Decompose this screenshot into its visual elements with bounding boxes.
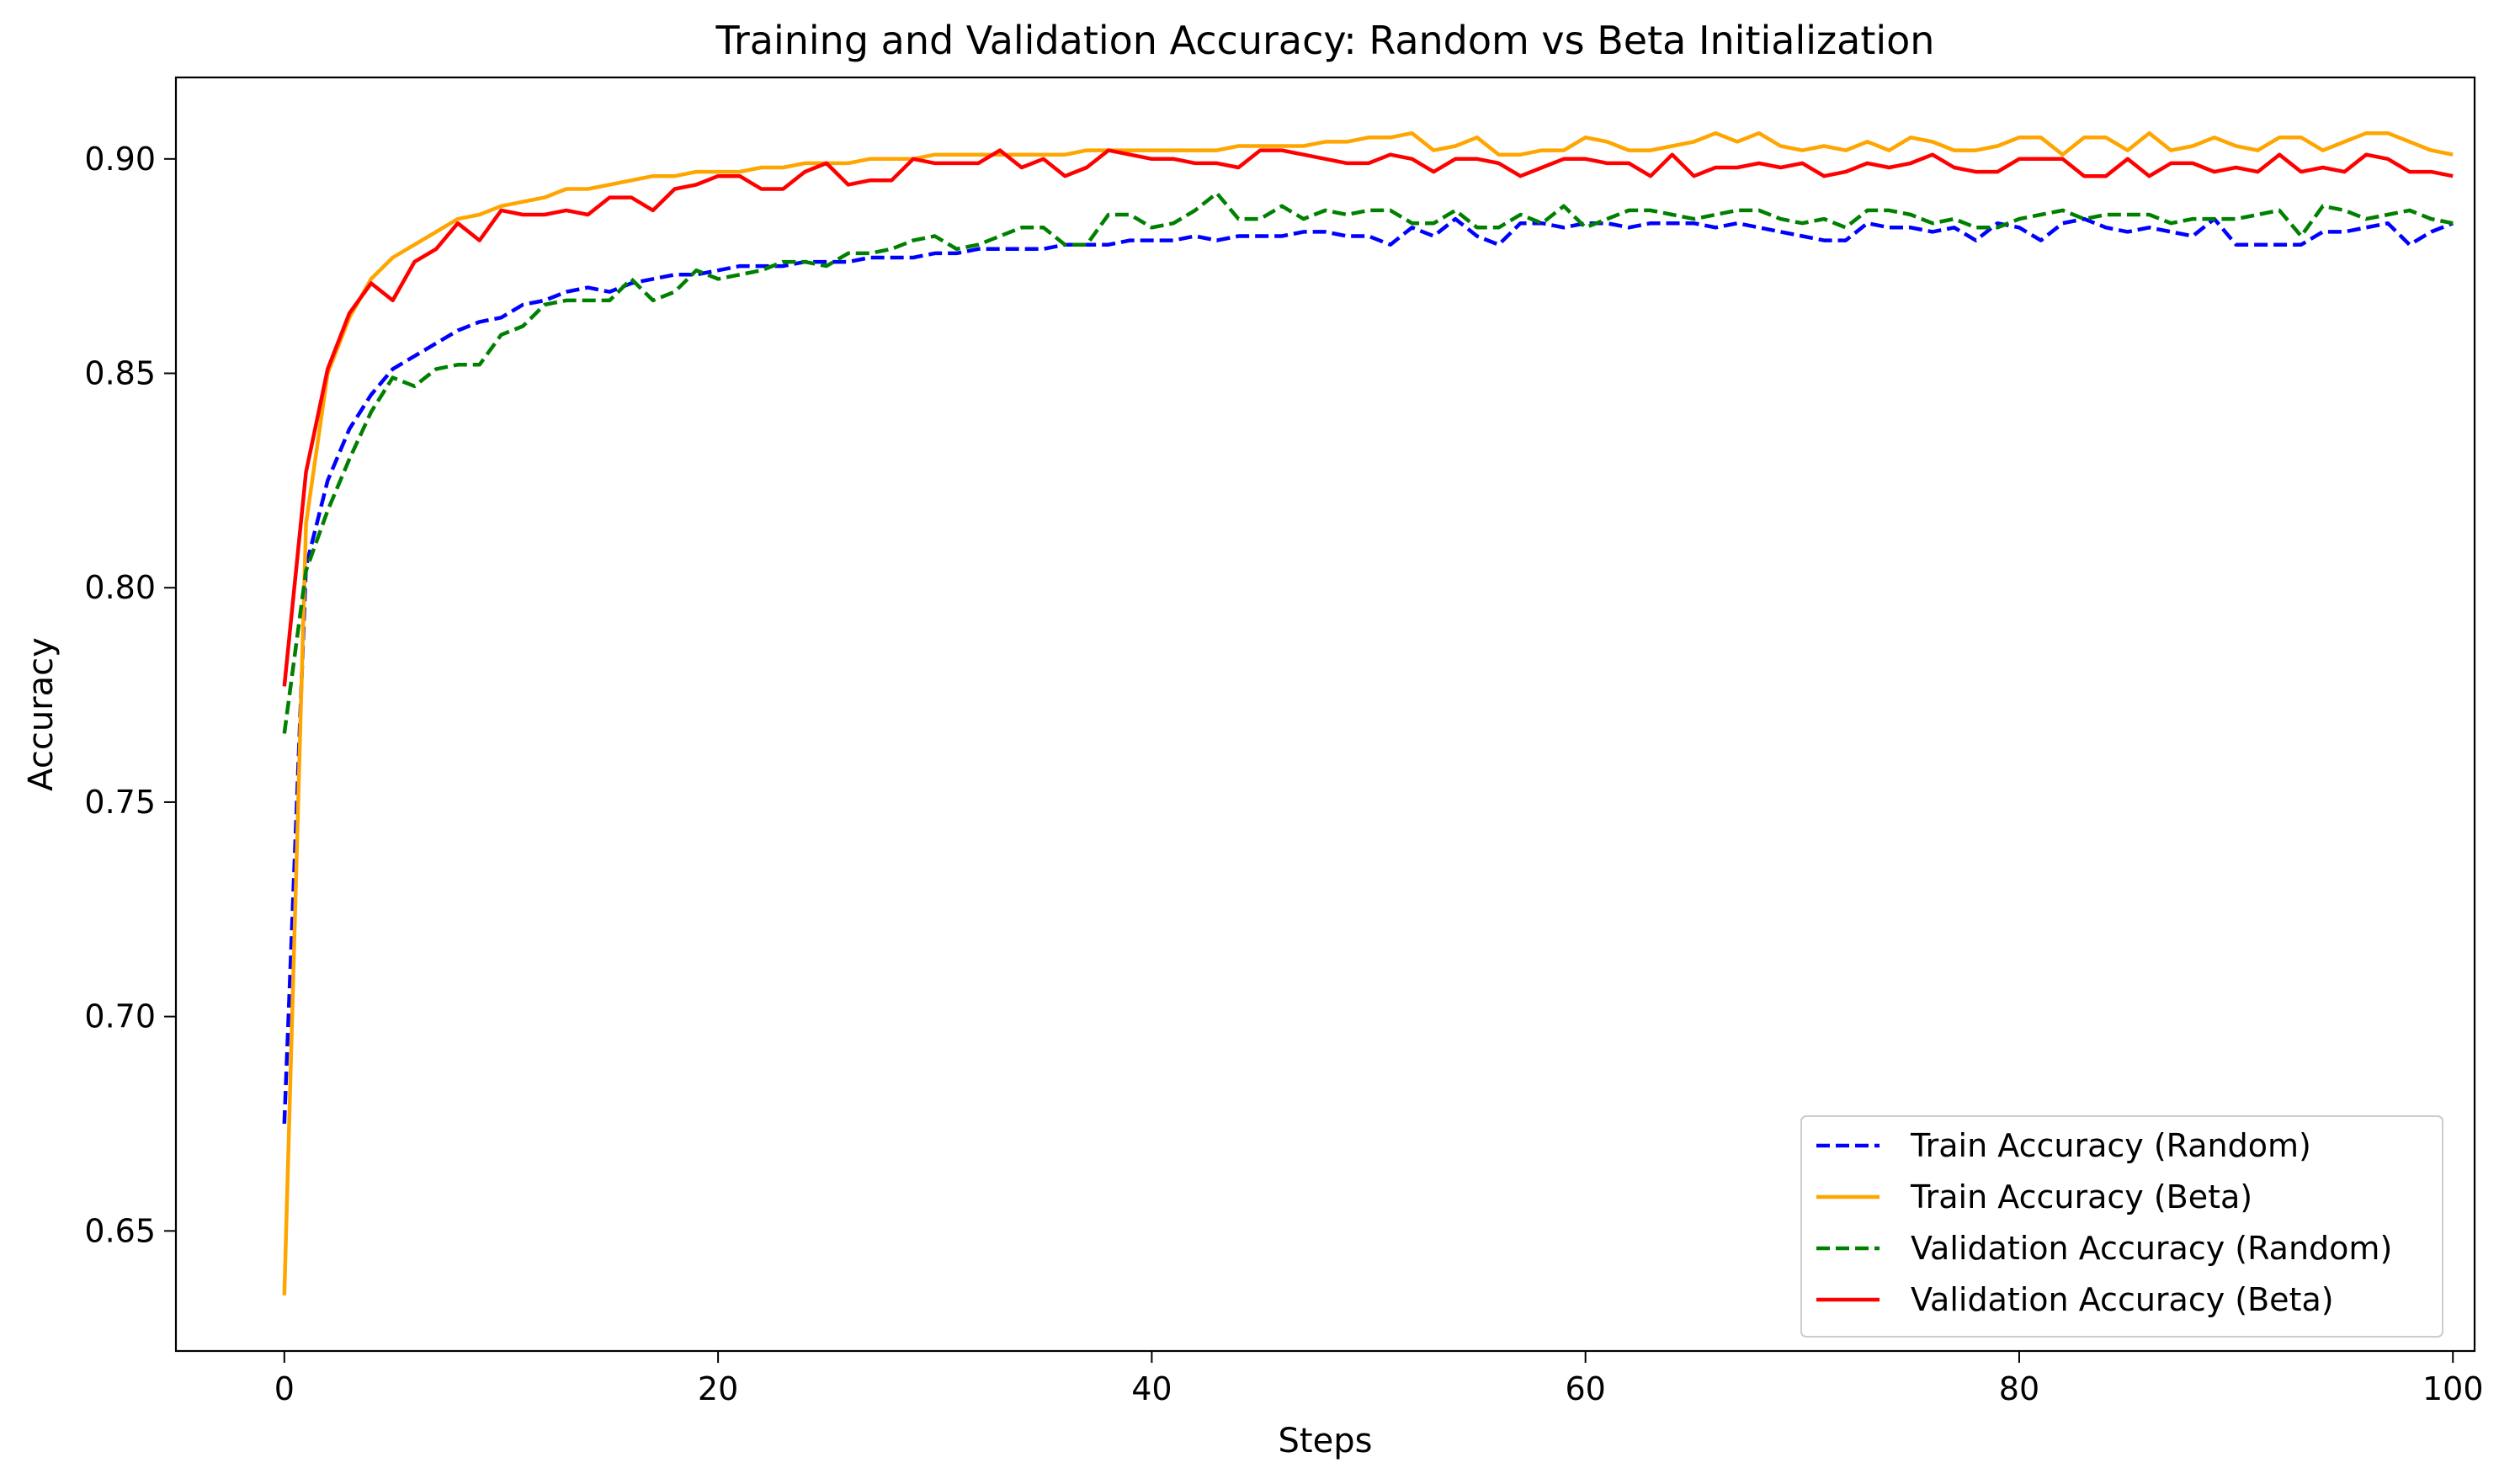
series-line-validation-accuracy-random xyxy=(282,191,2454,734)
legend: Train Accuracy (Random) Train Accuracy (B… xyxy=(1800,1115,2443,1338)
series-line-train-accuracy-random xyxy=(282,216,2454,1125)
x-axis-label: Steps xyxy=(1279,1422,1373,1460)
legend-label: Validation Accuracy (Beta) xyxy=(1911,1281,2334,1318)
x-axis-ticks: 0 20 40 60 80 100 xyxy=(274,1351,2484,1407)
x-tick-label: 100 xyxy=(2422,1370,2484,1407)
y-axis-label: Accuracy xyxy=(22,637,61,791)
y-tick-label: 0.65 xyxy=(84,1212,156,1249)
series-line-train-accuracy-beta xyxy=(282,130,2454,1295)
legend-label: Validation Accuracy (Random) xyxy=(1911,1230,2392,1267)
legend-label: Train Accuracy (Random) xyxy=(1910,1127,2311,1164)
x-tick-label: 80 xyxy=(1999,1370,2039,1407)
series-layer xyxy=(282,130,2454,1295)
legend-label: Train Accuracy (Beta) xyxy=(1910,1178,2252,1215)
plot-frame xyxy=(174,76,2476,1353)
legend-box xyxy=(1800,1115,2443,1338)
y-tick-label: 0.85 xyxy=(84,355,156,392)
chart-title: Training and Validation Accuracy: Random… xyxy=(715,18,1935,63)
x-tick-label: 20 xyxy=(698,1370,738,1407)
y-tick-label: 0.75 xyxy=(84,784,156,821)
y-tick-label: 0.80 xyxy=(84,569,156,606)
y-axis-ticks: 0.65 0.70 0.75 0.80 0.85 0.90 xyxy=(84,141,176,1249)
x-tick-label: 60 xyxy=(1565,1370,1605,1407)
y-tick-label: 0.70 xyxy=(84,998,156,1035)
x-tick-label: 40 xyxy=(1131,1370,1172,1407)
y-tick-label: 0.90 xyxy=(84,141,156,178)
series-line-validation-accuracy-beta xyxy=(282,148,2454,687)
x-tick-label: 0 xyxy=(274,1370,295,1407)
